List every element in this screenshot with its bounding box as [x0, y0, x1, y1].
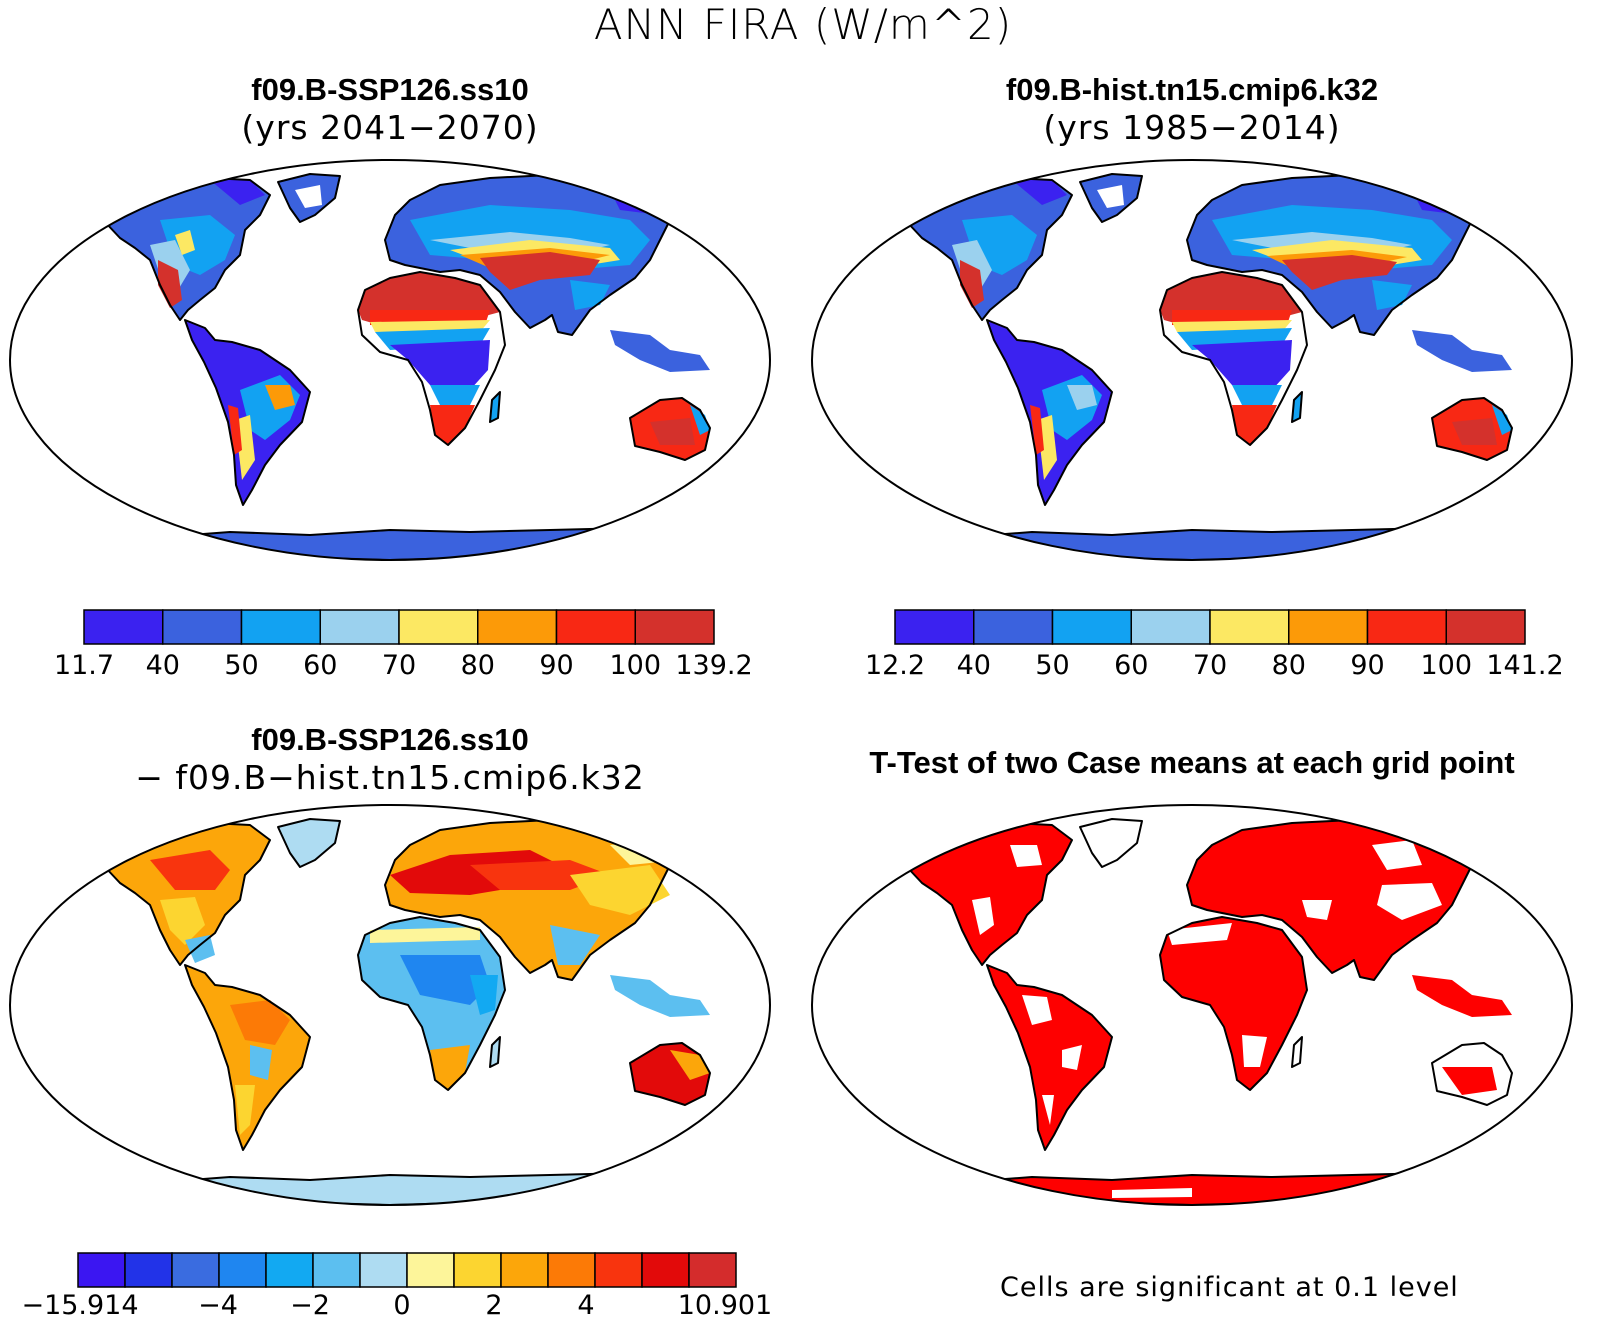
- colorbar-label: 60: [303, 650, 338, 681]
- colorbar-box: [398, 609, 479, 645]
- colorbar-box: [973, 609, 1054, 645]
- colorbar-box: [453, 1252, 502, 1288]
- colorbar-label: 90: [1350, 650, 1385, 681]
- panel4-ttest-title: T-Test of two Case means at each grid po…: [869, 745, 1515, 780]
- colorbar-box: [83, 609, 164, 645]
- colorbar-label: 10.901: [677, 1290, 773, 1321]
- colorbar-box: [265, 1252, 314, 1288]
- colorbar-box: [641, 1252, 690, 1288]
- panel3-colorbar: [77, 1252, 737, 1288]
- colorbar-label: 0: [393, 1290, 411, 1321]
- colorbar-box: [124, 1252, 173, 1288]
- colorbar-box: [1288, 609, 1369, 645]
- colorbar-label: 2: [485, 1290, 503, 1321]
- panel3-minus-case: − f09.B−hist.tn15.cmip6.k32: [135, 758, 645, 797]
- colorbar-box: [594, 1252, 643, 1288]
- panel2-map: [811, 159, 1573, 561]
- colorbar-box: [406, 1252, 455, 1288]
- colorbar-box: [240, 609, 321, 645]
- panel2-years: (yrs 1985−2014): [1043, 108, 1341, 147]
- colorbar-label: 100: [609, 650, 662, 681]
- panel3-case-name: f09.B-SSP126.ss10: [251, 722, 529, 757]
- colorbar-box: [1130, 609, 1211, 645]
- colorbar-label: 4: [577, 1290, 595, 1321]
- colorbar-label: 70: [1192, 650, 1228, 681]
- colorbar-box: [555, 609, 636, 645]
- panel4-map: [811, 804, 1573, 1206]
- colorbar-label: 11.7: [53, 650, 115, 681]
- colorbar-label: 12.2: [864, 650, 926, 681]
- panel1-case-name: f09.B-SSP126.ss10: [251, 72, 529, 107]
- colorbar-box: [171, 1252, 220, 1288]
- colorbar-box: [1051, 609, 1132, 645]
- colorbar-label: 90: [539, 650, 574, 681]
- colorbar-label: 100: [1420, 650, 1473, 681]
- colorbar-box: [688, 1252, 737, 1288]
- panel3-title: f09.B-SSP126.ss10 − f09.B−hist.tn15.cmip…: [10, 722, 770, 798]
- colorbar-box: [894, 609, 975, 645]
- panel3-map: [9, 804, 771, 1206]
- panel2-colorbar-labels: 12.2 40 50 60 70 80 90 100 141.2: [0, 650, 1606, 690]
- significance-note: Cells are significant at 0.1 level: [1000, 1272, 1459, 1303]
- colorbar-box: [547, 1252, 596, 1288]
- colorbar-label: 40: [956, 650, 991, 681]
- panel1-title: f09.B-SSP126.ss10 (yrs 2041−2070): [10, 72, 770, 148]
- panel4-title: T-Test of two Case means at each grid po…: [812, 745, 1572, 781]
- colorbar-box: [500, 1252, 549, 1288]
- colorbar-label: 40: [145, 650, 180, 681]
- figure-title: ANN FIRA (W/m^2): [593, 0, 1013, 49]
- panel3-colorbar-labels: −15.914 −4 −2 0 2 4 10.901: [0, 1290, 800, 1323]
- colorbar-box: [162, 609, 243, 645]
- panel2-case-name: f09.B-hist.tn15.cmip6.k32: [1005, 72, 1379, 107]
- colorbar-box: [1445, 609, 1526, 645]
- colorbar-box: [312, 1252, 361, 1288]
- colorbar-box: [1209, 609, 1290, 645]
- panel1-map: [9, 159, 771, 561]
- colorbar-label: 80: [1271, 650, 1306, 681]
- colorbar-box: [77, 1252, 126, 1288]
- colorbar-label: 60: [1114, 650, 1149, 681]
- colorbar-label: 70: [381, 650, 417, 681]
- colorbar-box: [634, 609, 715, 645]
- colorbar-label: 50: [224, 650, 259, 681]
- panel2-title: f09.B-hist.tn15.cmip6.k32 (yrs 1985−2014…: [812, 72, 1572, 148]
- colorbar-label: −2: [290, 1290, 330, 1321]
- colorbar-box: [218, 1252, 267, 1288]
- colorbar-label: 141.2: [1486, 650, 1564, 681]
- colorbar-box: [319, 609, 400, 645]
- panel2-colorbar: [894, 609, 1526, 645]
- colorbar-label: −4: [198, 1290, 238, 1321]
- colorbar-label: 139.2: [675, 650, 753, 681]
- panel1-years: (yrs 2041−2070): [241, 108, 539, 147]
- colorbar-label: 80: [460, 650, 495, 681]
- colorbar-box: [477, 609, 558, 645]
- colorbar-box: [1366, 609, 1447, 645]
- panel1-colorbar-labels: 11.7 40 50 60 70 80 90 100 139.2: [0, 650, 800, 690]
- colorbar-box: [359, 1252, 408, 1288]
- colorbar-label: −15.914: [21, 1290, 139, 1321]
- panel1-colorbar: [83, 609, 715, 645]
- colorbar-label: 50: [1035, 650, 1070, 681]
